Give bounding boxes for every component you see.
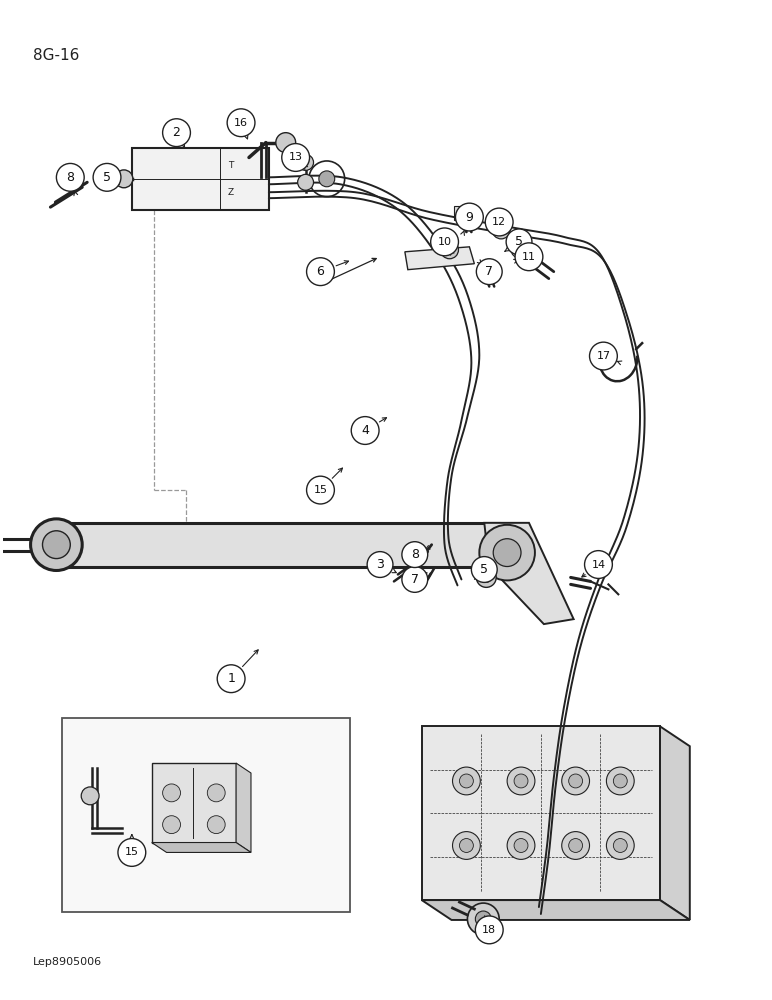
Polygon shape: [405, 247, 474, 270]
Circle shape: [298, 174, 313, 190]
Circle shape: [476, 916, 503, 944]
Circle shape: [606, 767, 635, 795]
Circle shape: [452, 767, 480, 795]
Circle shape: [493, 539, 521, 567]
FancyBboxPatch shape: [63, 718, 350, 912]
Circle shape: [276, 133, 296, 153]
Circle shape: [507, 767, 535, 795]
Text: 15: 15: [313, 485, 327, 495]
Circle shape: [306, 258, 334, 286]
Text: 5: 5: [103, 171, 111, 184]
Circle shape: [306, 476, 334, 504]
Text: 5: 5: [515, 235, 523, 248]
Circle shape: [514, 839, 528, 852]
Text: 9: 9: [466, 211, 473, 224]
FancyBboxPatch shape: [132, 148, 269, 210]
Polygon shape: [152, 843, 251, 852]
Circle shape: [118, 839, 146, 866]
Circle shape: [163, 784, 181, 802]
Circle shape: [476, 911, 491, 927]
Circle shape: [514, 774, 528, 788]
Text: 6: 6: [317, 265, 324, 278]
Polygon shape: [484, 523, 574, 624]
Circle shape: [493, 221, 510, 239]
FancyBboxPatch shape: [152, 763, 236, 843]
Circle shape: [506, 229, 532, 255]
FancyBboxPatch shape: [60, 523, 499, 567]
FancyBboxPatch shape: [422, 726, 660, 900]
Text: Lep8905006: Lep8905006: [32, 957, 102, 967]
Circle shape: [486, 208, 513, 236]
Polygon shape: [660, 726, 690, 920]
Text: 10: 10: [438, 237, 452, 247]
Circle shape: [452, 832, 480, 859]
Circle shape: [208, 816, 225, 834]
Text: 13: 13: [289, 152, 303, 162]
Circle shape: [613, 774, 628, 788]
Circle shape: [472, 557, 497, 582]
Circle shape: [476, 568, 496, 587]
Text: 7: 7: [486, 265, 493, 278]
Circle shape: [402, 567, 428, 592]
Text: 11: 11: [522, 252, 536, 262]
Circle shape: [351, 417, 379, 444]
Circle shape: [455, 203, 483, 231]
Text: 16: 16: [234, 118, 248, 128]
Circle shape: [402, 542, 428, 568]
Circle shape: [584, 551, 612, 578]
Circle shape: [208, 784, 225, 802]
Polygon shape: [422, 900, 690, 920]
Circle shape: [481, 572, 491, 582]
Circle shape: [562, 767, 590, 795]
Text: 4: 4: [361, 424, 369, 437]
Circle shape: [459, 774, 473, 788]
Circle shape: [507, 832, 535, 859]
Circle shape: [298, 155, 313, 170]
Circle shape: [479, 525, 535, 580]
Circle shape: [282, 144, 310, 171]
Text: 8G-16: 8G-16: [32, 48, 79, 63]
Polygon shape: [236, 763, 251, 852]
Text: 12: 12: [492, 217, 506, 227]
Text: 15: 15: [125, 847, 139, 857]
Text: 18: 18: [482, 925, 496, 935]
Circle shape: [319, 171, 335, 187]
Circle shape: [42, 531, 70, 559]
Circle shape: [569, 839, 583, 852]
Circle shape: [431, 228, 459, 256]
Circle shape: [367, 552, 393, 577]
Text: 2: 2: [173, 126, 181, 139]
Circle shape: [31, 519, 82, 570]
Circle shape: [467, 903, 499, 935]
Circle shape: [441, 241, 459, 259]
Circle shape: [163, 119, 191, 147]
Circle shape: [81, 787, 99, 805]
Circle shape: [569, 774, 583, 788]
Circle shape: [606, 832, 635, 859]
Text: 1: 1: [227, 672, 235, 685]
Circle shape: [217, 665, 245, 693]
Circle shape: [613, 839, 628, 852]
Circle shape: [515, 243, 543, 271]
Circle shape: [56, 163, 84, 191]
Text: 14: 14: [591, 560, 605, 570]
Circle shape: [590, 342, 618, 370]
Circle shape: [163, 816, 181, 834]
Circle shape: [476, 259, 502, 285]
Circle shape: [115, 170, 133, 188]
Circle shape: [227, 109, 255, 137]
Circle shape: [562, 832, 590, 859]
Circle shape: [459, 839, 473, 852]
Text: 17: 17: [596, 351, 611, 361]
Circle shape: [511, 242, 527, 258]
Text: 3: 3: [376, 558, 384, 571]
Text: 7: 7: [411, 573, 418, 586]
FancyBboxPatch shape: [453, 206, 476, 220]
Circle shape: [93, 163, 121, 191]
Text: 8: 8: [411, 548, 418, 561]
Text: 8: 8: [66, 171, 74, 184]
Text: T: T: [228, 161, 233, 170]
Text: 5: 5: [480, 563, 488, 576]
Text: Z: Z: [228, 188, 234, 197]
